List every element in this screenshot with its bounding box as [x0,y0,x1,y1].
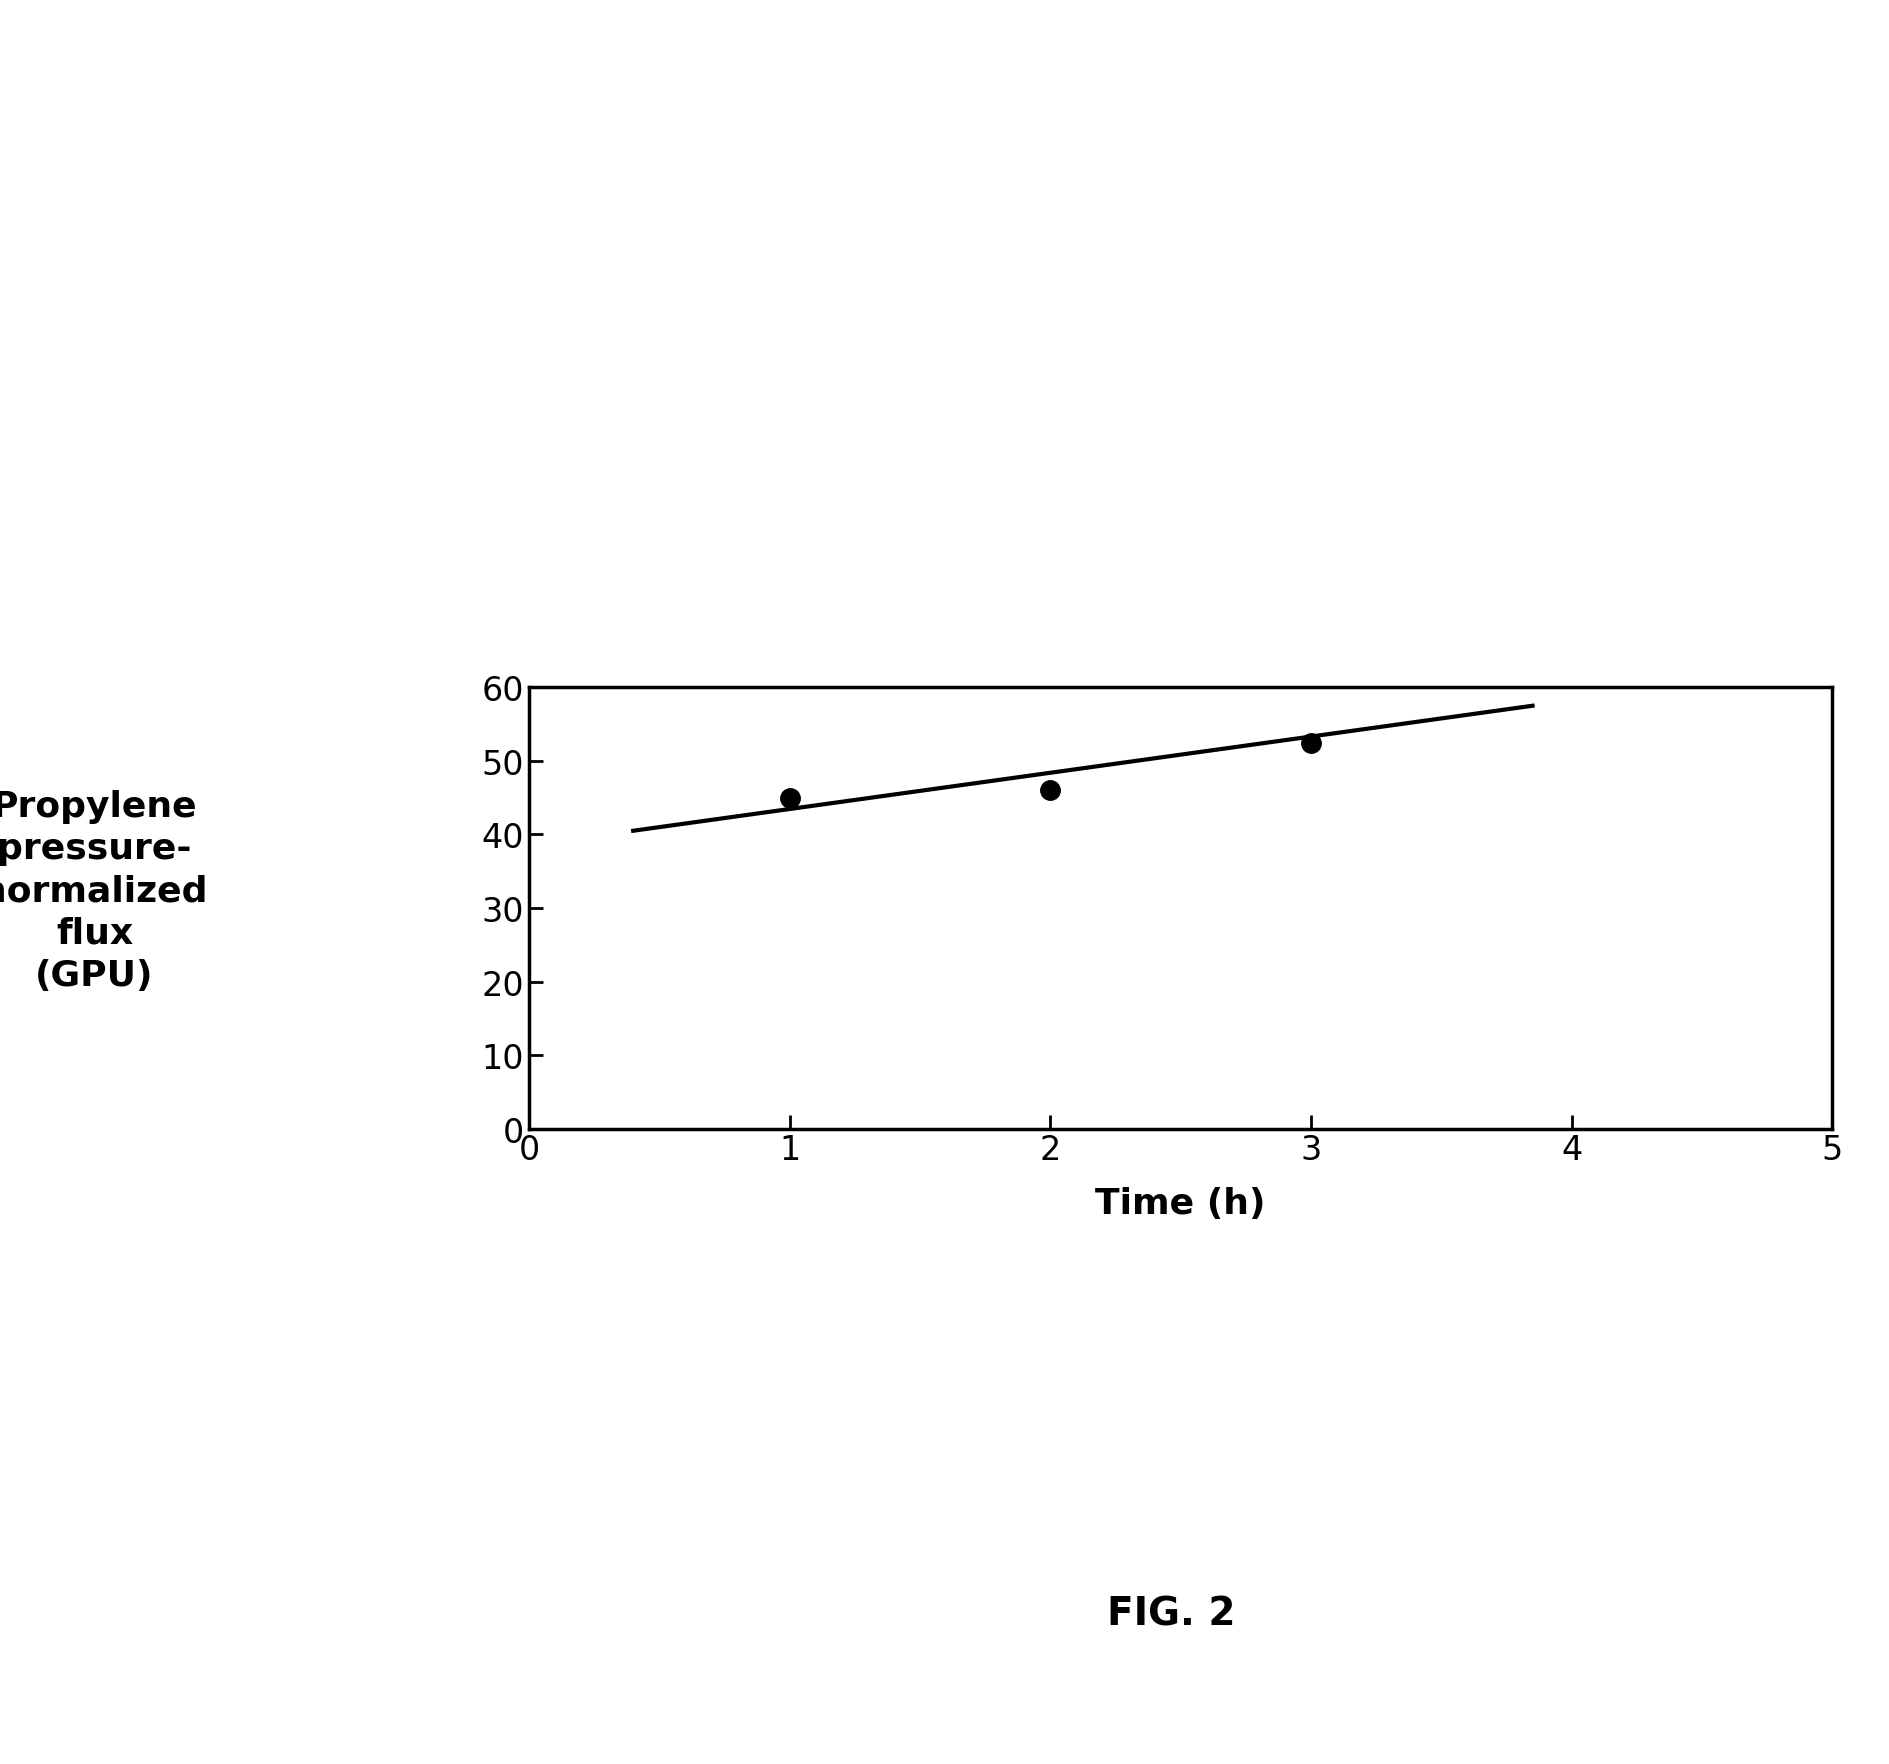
Text: Propylene
pressure-
normalized
flux
(GPU): Propylene pressure- normalized flux (GPU… [0,790,208,991]
Point [774,783,805,811]
Point [1296,729,1326,757]
Point [1035,776,1065,804]
Text: FIG. 2: FIG. 2 [1107,1595,1235,1633]
X-axis label: Time (h): Time (h) [1096,1185,1266,1221]
